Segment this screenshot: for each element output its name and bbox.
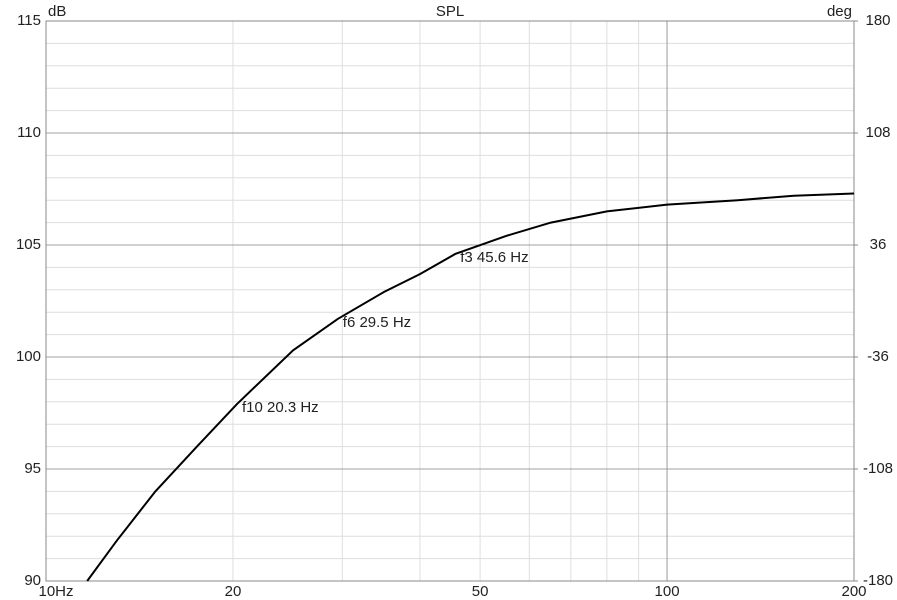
x-tick-label: 200 — [841, 583, 866, 600]
y2-tick-label: 180 — [865, 12, 890, 29]
annotation: f3 45.6 Hz — [460, 249, 528, 266]
y2-tick-label: -108 — [863, 460, 893, 477]
y2-axis-label: deg — [827, 3, 852, 20]
y-tick-label: 110 — [17, 124, 41, 141]
y2-tick-label: 36 — [870, 236, 887, 253]
y2-tick-label: -180 — [863, 572, 893, 589]
y-axis-label: dB — [48, 3, 66, 20]
y-tick-label: 95 — [24, 460, 41, 477]
x-tick-label: 10Hz — [38, 583, 73, 600]
annotation: f10 20.3 Hz — [242, 399, 319, 416]
y2-tick-label: 108 — [865, 124, 890, 141]
chart-title: SPL — [436, 3, 464, 20]
spl-curve — [86, 192, 855, 582]
y2-tick-label: -36 — [867, 348, 889, 365]
plot-frame — [45, 20, 855, 582]
x-tick-label: 100 — [655, 583, 680, 600]
y-tick-label: 105 — [16, 236, 41, 253]
y-tick-label: 90 — [24, 572, 41, 589]
x-tick-label: 20 — [225, 583, 242, 600]
y-tick-label: 115 — [17, 12, 41, 29]
y-tick-label: 100 — [16, 348, 41, 365]
x-tick-label: 50 — [472, 583, 489, 600]
annotation: f6 29.5 Hz — [343, 314, 411, 331]
